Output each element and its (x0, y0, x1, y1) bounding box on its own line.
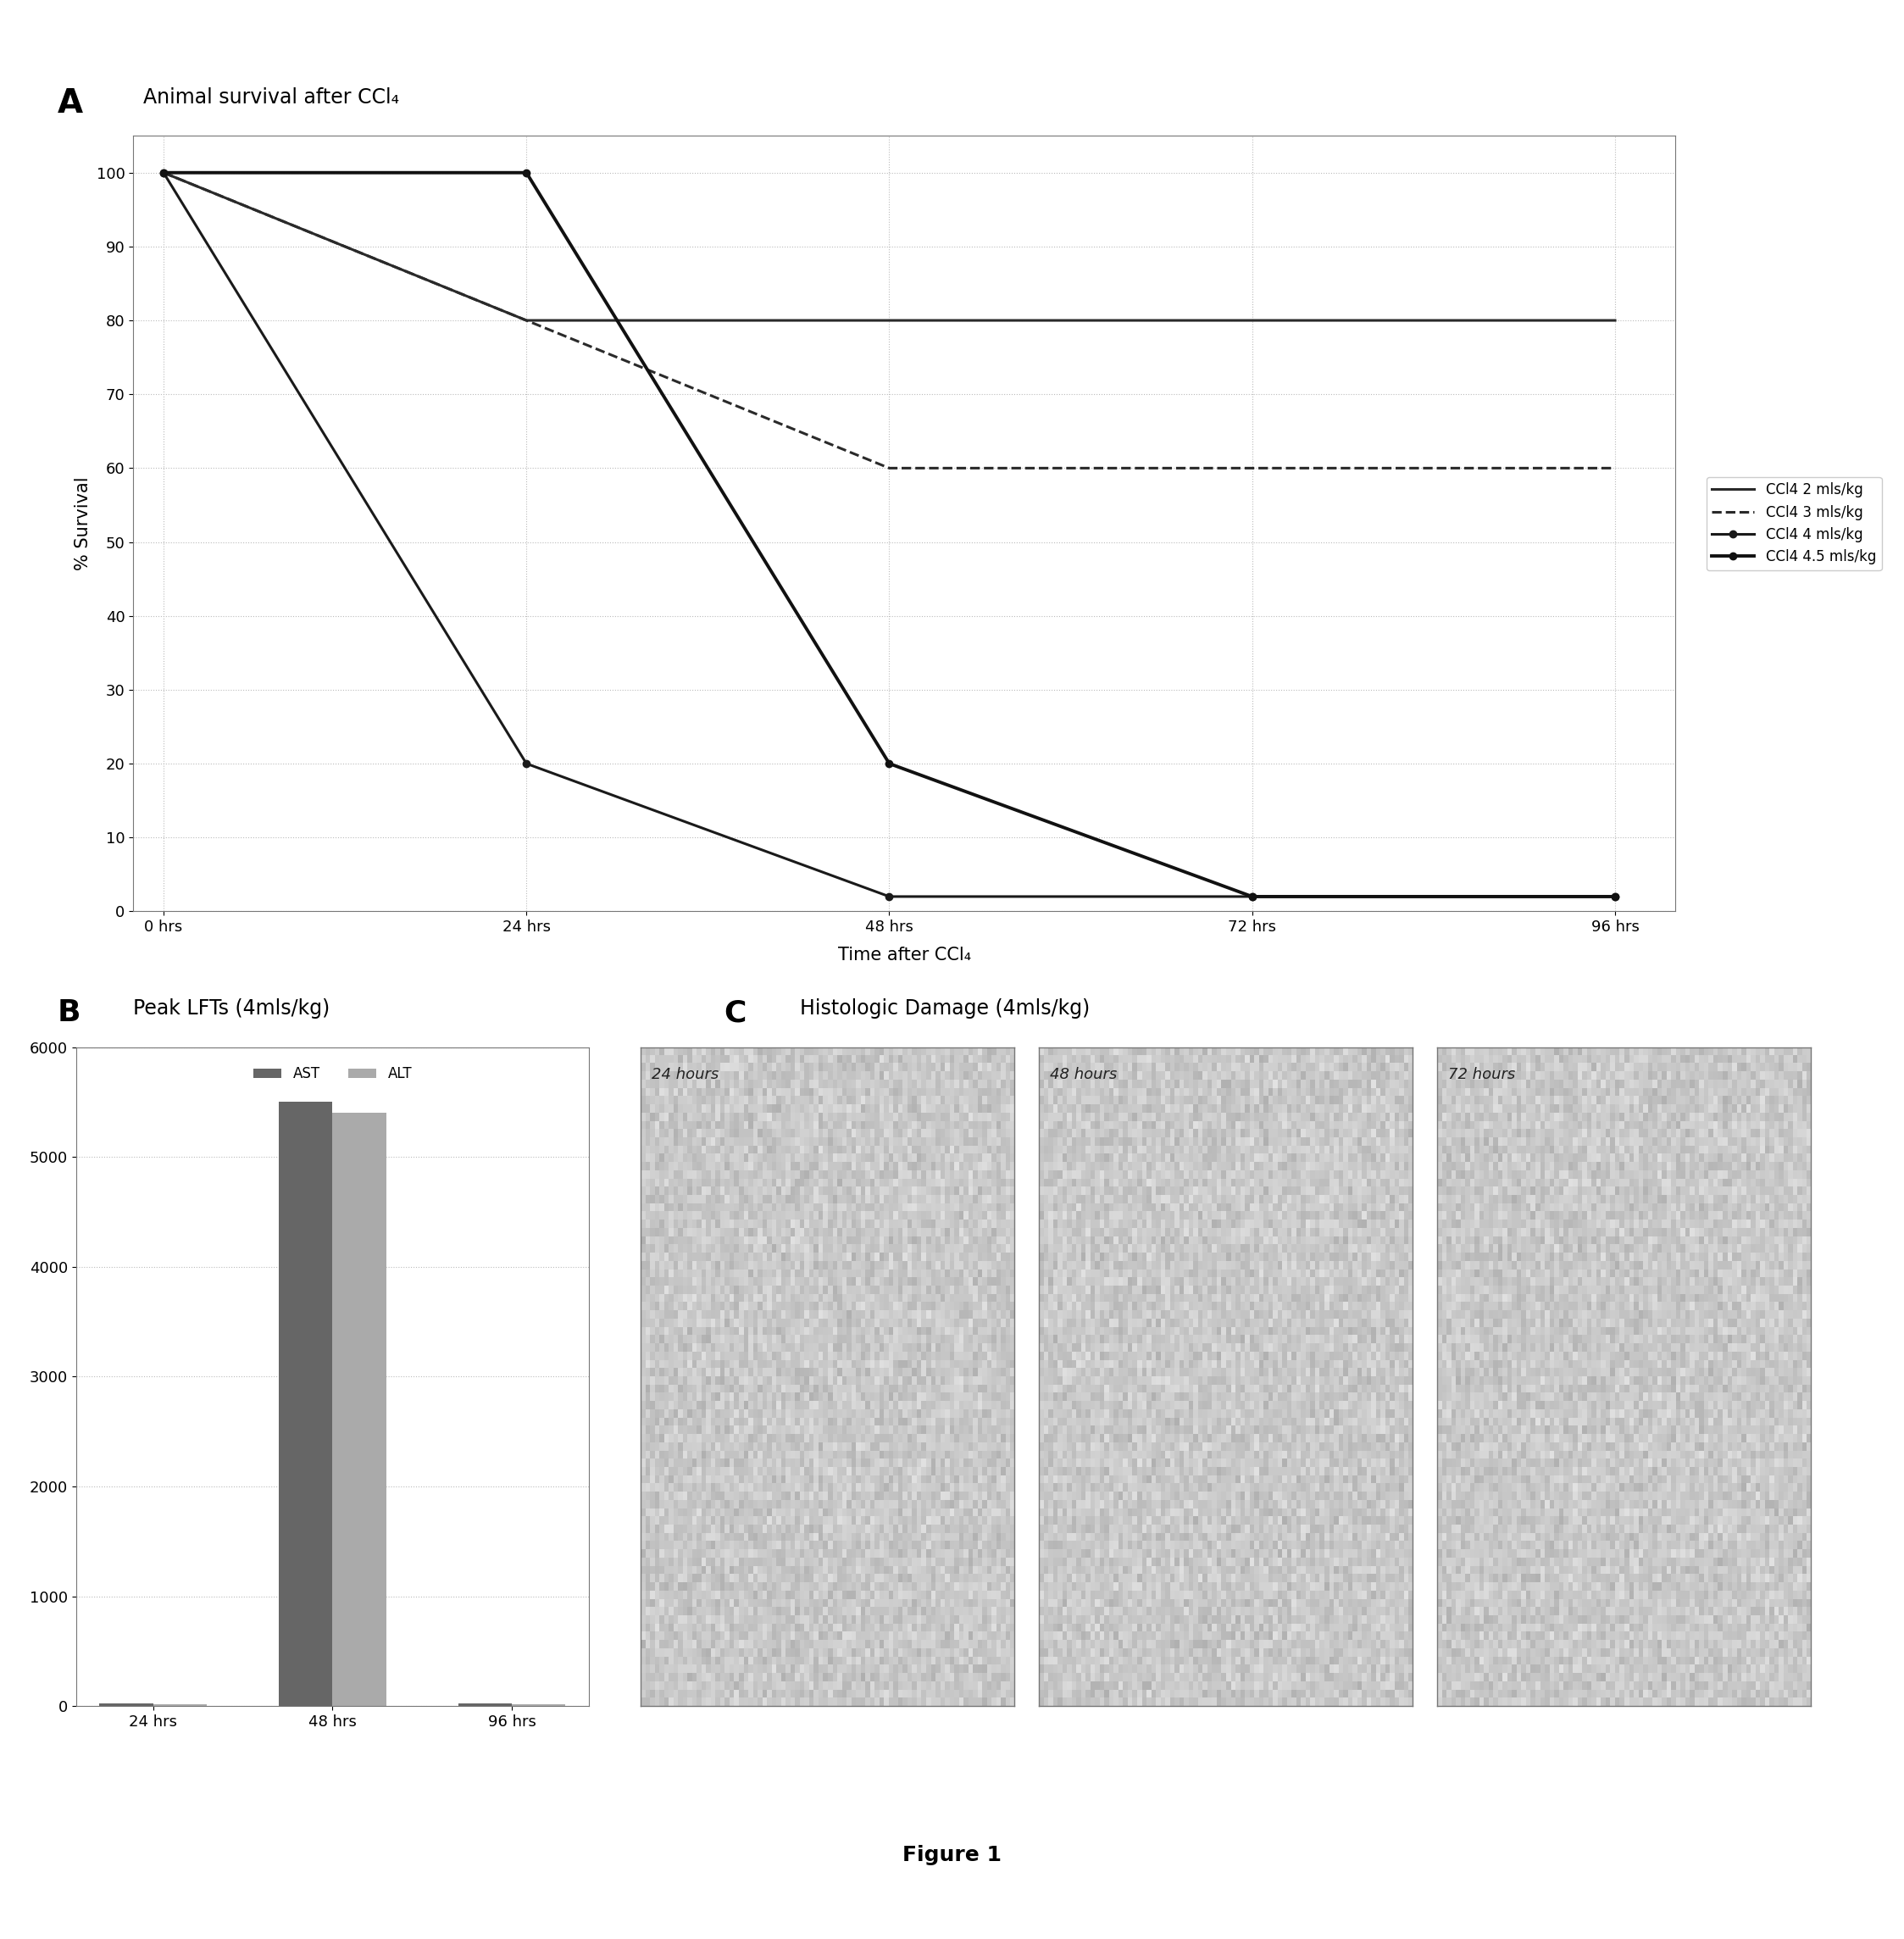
Bar (278, 1101, 333, 1706)
Text: Peak LFTs (4mls/kg): Peak LFTs (4mls/kg) (133, 999, 329, 1018)
Text: Animal survival after CCl₄: Animal survival after CCl₄ (143, 87, 398, 107)
Text: 72 hours: 72 hours (1447, 1066, 1516, 1082)
Text: B: B (57, 999, 80, 1028)
Text: C: C (724, 999, 746, 1028)
Text: Histologic Damage (4mls/kg): Histologic Damage (4mls/kg) (800, 999, 1089, 1018)
Text: 48 hours: 48 hours (1049, 1066, 1118, 1082)
Text: Figure 1: Figure 1 (902, 1846, 1002, 1865)
Text: 24 hours: 24 hours (651, 1066, 720, 1082)
Bar (512, 1704, 565, 1706)
Text: A: A (57, 87, 82, 120)
Y-axis label: % Survival: % Survival (74, 477, 91, 570)
Bar (99, 1702, 152, 1706)
Bar (333, 1113, 387, 1706)
Bar (152, 1704, 208, 1706)
Legend: CCl4 2 mls/kg, CCl4 3 mls/kg, CCl4 4 mls/kg, CCl4 4.5 mls/kg: CCl4 2 mls/kg, CCl4 3 mls/kg, CCl4 4 mls… (1706, 477, 1881, 570)
X-axis label: Time after CCl₄: Time after CCl₄ (838, 946, 971, 964)
Bar (459, 1702, 512, 1706)
Legend: AST, ALT: AST, ALT (248, 1061, 417, 1088)
